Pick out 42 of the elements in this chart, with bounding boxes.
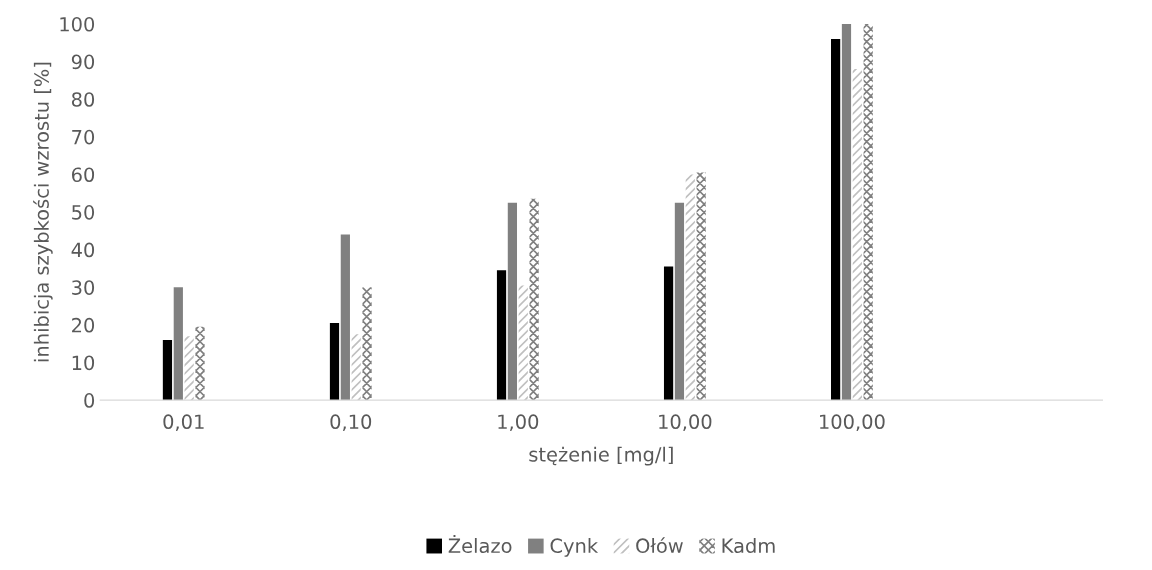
bar	[340, 234, 350, 401]
bar	[362, 287, 372, 401]
legend-label: Żelazo	[448, 535, 512, 554]
legend-label: Kadm	[722, 538, 775, 554]
bar	[863, 23, 873, 401]
bar	[674, 202, 685, 401]
bar	[173, 287, 183, 401]
bar	[496, 270, 507, 401]
bar	[831, 38, 841, 401]
y-tick-label: 70	[72, 129, 95, 145]
bar	[329, 323, 340, 401]
legend-label: Cynk	[550, 538, 599, 557]
bar	[162, 339, 173, 401]
bar	[685, 174, 695, 401]
bar	[507, 202, 518, 401]
bar	[529, 198, 539, 401]
legend-label: Ołów	[636, 537, 683, 554]
bar	[663, 266, 674, 401]
x-tick-label: 0,10	[330, 414, 372, 432]
y-tick-label: 30	[72, 280, 95, 295]
bar	[195, 326, 205, 401]
y-tick-label: 0	[84, 393, 95, 408]
bar	[841, 23, 852, 401]
x-tick-label: 10,00	[659, 414, 712, 432]
bar	[518, 285, 528, 401]
bar	[852, 69, 862, 401]
y-tick-label: 90	[71, 54, 95, 70]
bar	[351, 334, 361, 401]
x-tick-label: 1,00	[498, 414, 539, 432]
x-tick-label: 0,01	[163, 414, 204, 432]
x-axis-title: stężenie [mg/l]	[529, 446, 673, 466]
y-tick-label: 20	[72, 317, 95, 333]
y-tick-label: 100	[60, 16, 95, 32]
bar	[184, 336, 194, 401]
y-tick-label: 40	[71, 242, 95, 258]
y-axis-title: inhibicja szybkości wzrostu [%]	[33, 62, 53, 362]
x-tick-label: 100,00	[820, 414, 885, 432]
y-tick-label: 50	[72, 205, 95, 220]
bar	[696, 172, 706, 401]
y-tick-label: 10	[72, 355, 95, 371]
y-tick-label: 80	[71, 92, 95, 107]
y-tick-label: 60	[71, 167, 95, 183]
